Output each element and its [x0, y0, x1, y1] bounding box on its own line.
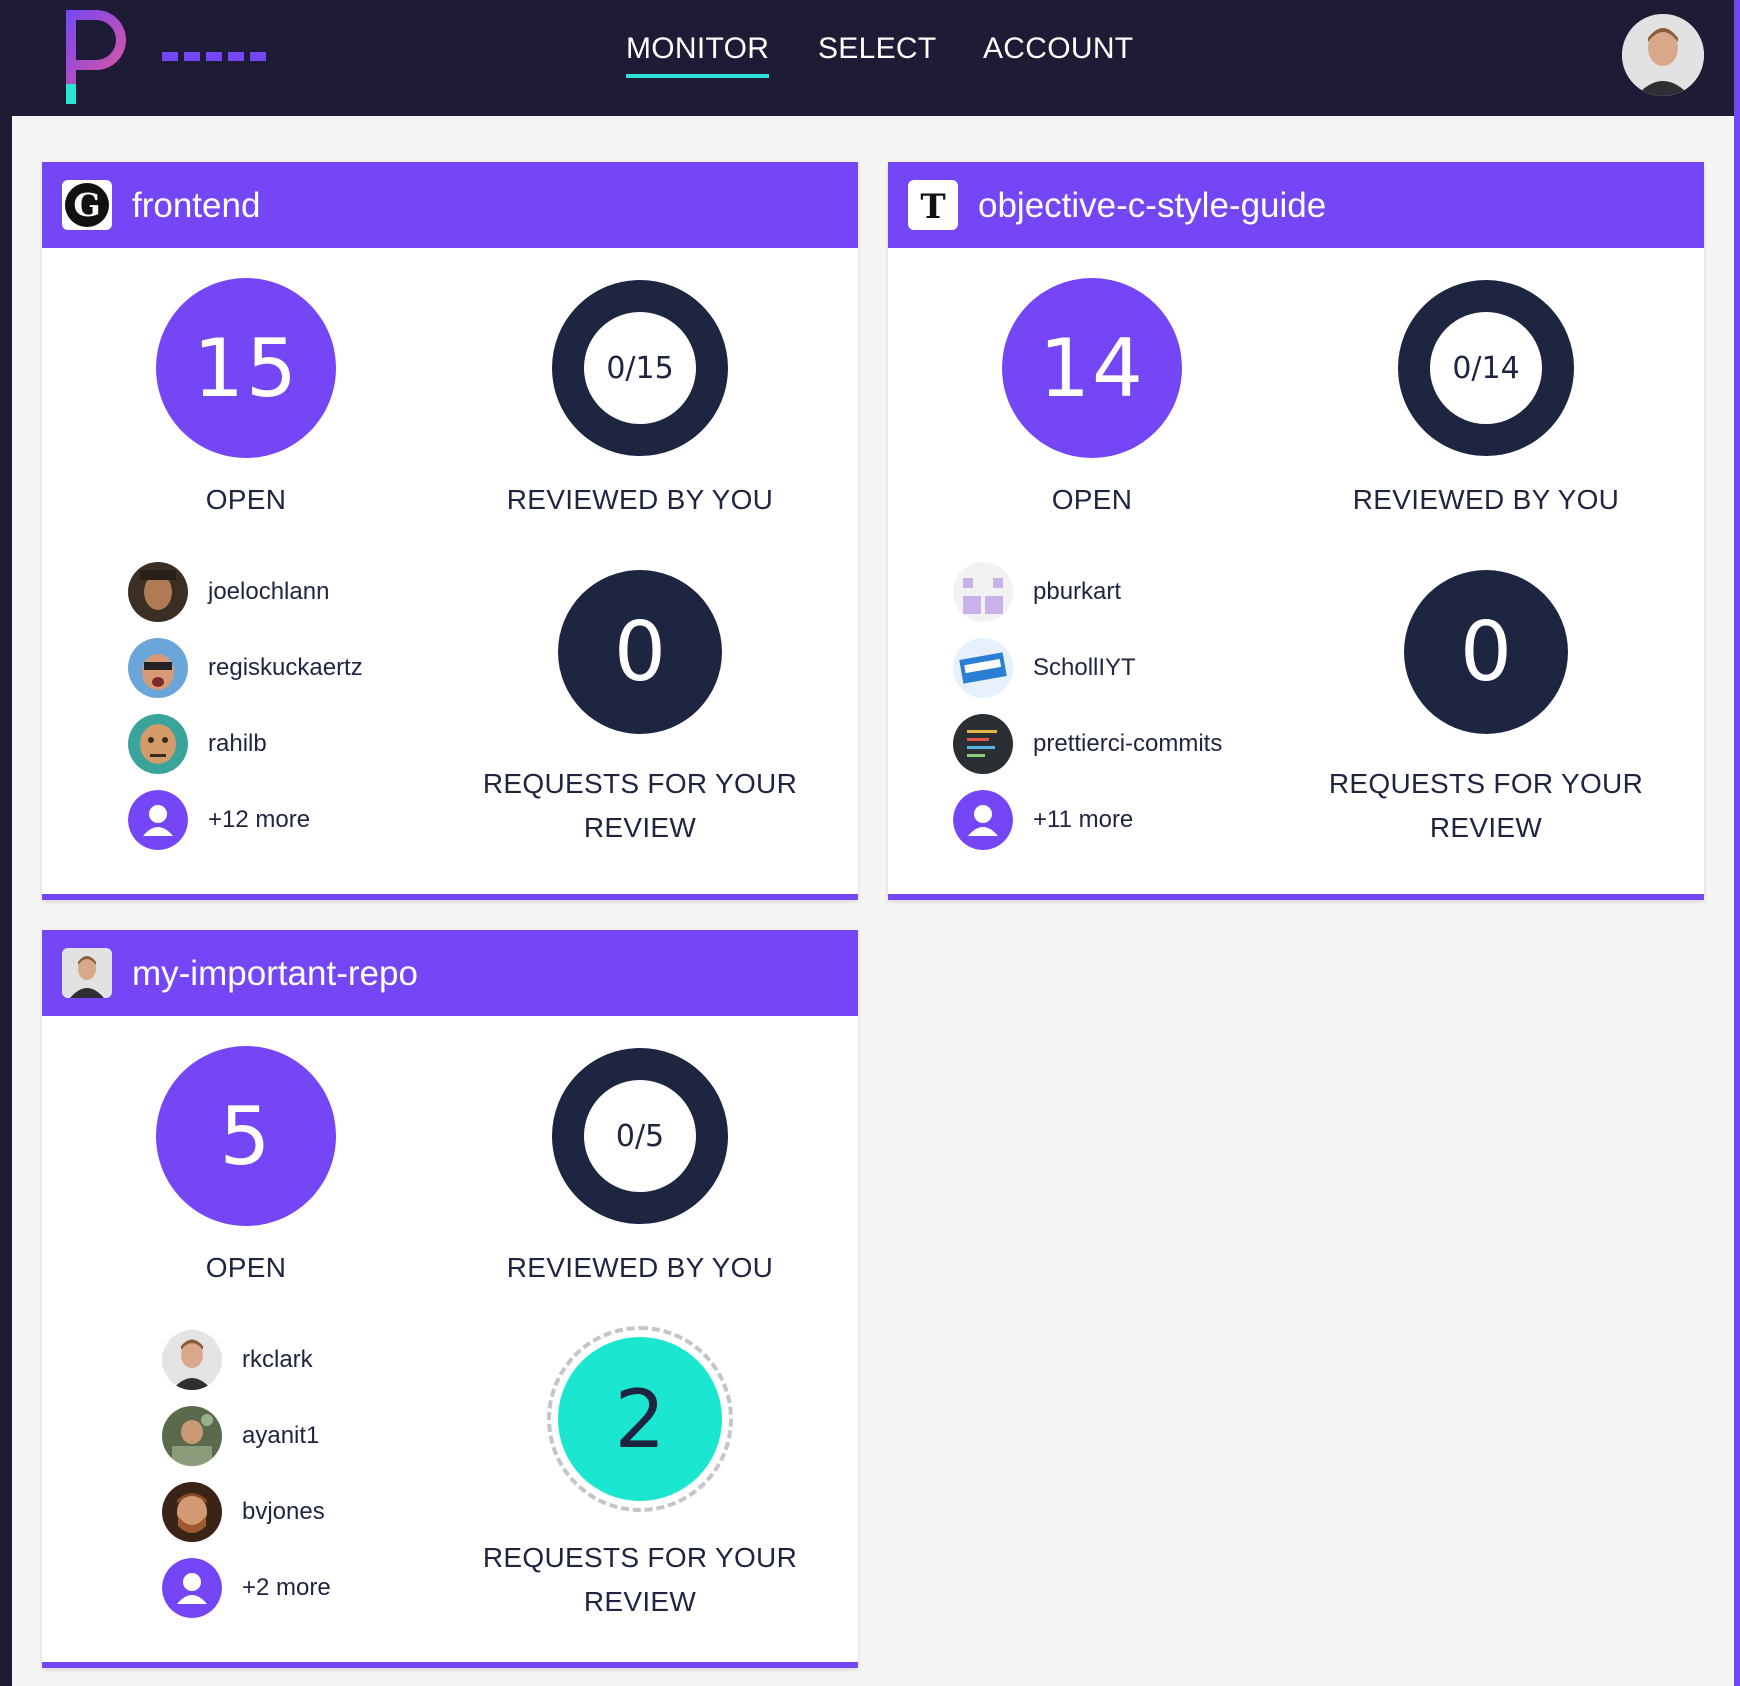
contributor-name: joelochlann [208, 578, 330, 605]
open-label: OPEN [1051, 484, 1133, 515]
open-count-circle[interactable]: 5 [156, 1046, 336, 1226]
reviewed-count: 0/5 [615, 1118, 665, 1154]
more-contributors-label: +11 more [1033, 806, 1134, 833]
svg-text:T: T [920, 187, 945, 227]
nav-account[interactable]: ACCOUNT [983, 32, 1134, 65]
contributor-avatar [128, 638, 188, 698]
right-frame-edge [1734, 0, 1740, 1686]
more-contributors[interactable]: +2 more [162, 1558, 331, 1618]
reviewed-count: 0/15 [606, 350, 674, 386]
contributor-item[interactable]: pburkart [953, 562, 1121, 622]
repo-card-header[interactable]: G frontend [42, 162, 858, 248]
repo-name: objective-c-style-guide [978, 186, 1327, 225]
contributor-name: rahilb [208, 730, 267, 757]
repo-card-frontend: G frontend 15 OPEN 0/15 REVIEWED BY YOU … [42, 162, 858, 900]
contributor-name: bvjones [242, 1498, 325, 1525]
contributor-name: SchollIYT [1033, 654, 1136, 681]
repo-card-header[interactable]: T objective-c-style-guide [888, 162, 1704, 248]
contributor-avatar [953, 638, 1013, 698]
more-contributors-label: +2 more [242, 1574, 331, 1601]
repo-card-objective-c-style-guide: T objective-c-style-guide 14 OPEN 0/14 R… [888, 162, 1704, 900]
requests-label: REQUESTS FOR YOUR REVIEW [482, 768, 798, 843]
contributor-item[interactable]: bvjones [162, 1482, 325, 1542]
repo-name: my-important-repo [132, 954, 418, 993]
contributor-name: pburkart [1033, 578, 1122, 605]
repo-owner-avatar-icon [62, 948, 112, 998]
requests-count-circle[interactable]: 2 [547, 1326, 733, 1512]
left-frame-edge [0, 116, 12, 1686]
reviewed-ring[interactable]: 0/14 [1398, 280, 1574, 456]
requests-count: 2 [558, 1337, 722, 1501]
contributor-item[interactable]: SchollIYT [953, 638, 1136, 698]
svg-text:G: G [73, 186, 100, 224]
contributor-avatar [953, 714, 1013, 774]
repo-card-header[interactable]: my-important-repo [42, 930, 858, 1016]
user-silhouette-icon [128, 790, 188, 850]
more-contributors[interactable]: +12 more [128, 790, 310, 850]
contributor-avatar [953, 562, 1013, 622]
contributor-avatar [128, 562, 188, 622]
contributor-avatar [162, 1482, 222, 1542]
user-silhouette-icon [953, 790, 1013, 850]
reviewed-label: REVIEWED BY YOU [506, 484, 774, 515]
contributor-item[interactable]: rahilb [128, 714, 267, 774]
more-contributors[interactable]: +11 more [953, 790, 1133, 850]
requests-count-circle[interactable]: 0 [558, 570, 722, 734]
logo-wordmark-placeholder [162, 52, 266, 61]
requests-count-circle[interactable]: 0 [1404, 570, 1568, 734]
pr-logo-icon[interactable] [62, 10, 136, 104]
contributor-name: rkclark [242, 1346, 313, 1373]
requests-label: REQUESTS FOR YOUR REVIEW [482, 1542, 798, 1617]
requests-label: REQUESTS FOR YOUR REVIEW [1328, 768, 1644, 843]
open-count-circle[interactable]: 14 [1002, 278, 1182, 458]
reviewed-label: REVIEWED BY YOU [1352, 484, 1620, 515]
open-count-circle[interactable]: 15 [156, 278, 336, 458]
reviewed-ring[interactable]: 0/15 [552, 280, 728, 456]
contributor-item[interactable]: regiskuckaertz [128, 638, 363, 698]
contributor-avatar [128, 714, 188, 774]
contributor-avatar [162, 1330, 222, 1390]
repo-name: frontend [132, 186, 261, 225]
top-nav-bar: MONITOR SELECT ACCOUNT [0, 0, 1740, 116]
more-contributors-label: +12 more [208, 806, 311, 833]
user-avatar[interactable] [1622, 14, 1704, 96]
nav-monitor[interactable]: MONITOR [626, 32, 770, 78]
contributor-name: prettierci-commits [1033, 730, 1223, 757]
nav-select[interactable]: SELECT [818, 32, 937, 65]
contributor-name: regiskuckaertz [208, 654, 363, 681]
contributor-item[interactable]: rkclark [162, 1330, 313, 1390]
reviewed-ring[interactable]: 0/5 [552, 1048, 728, 1224]
open-label: OPEN [205, 484, 287, 515]
nyt-logo-icon: T [908, 180, 958, 230]
guardian-logo-icon: G [62, 180, 112, 230]
repo-card-my-important-repo: my-important-repo 5 OPEN 0/5 REVIEWED BY… [42, 930, 858, 1668]
contributor-item[interactable]: ayanit1 [162, 1406, 319, 1466]
contributor-name: ayanit1 [242, 1422, 320, 1449]
reviewed-label: REVIEWED BY YOU [506, 1252, 774, 1283]
contributor-item[interactable]: prettierci-commits [953, 714, 1222, 774]
contributor-item[interactable]: joelochlann [128, 562, 329, 622]
user-silhouette-icon [162, 1558, 222, 1618]
reviewed-count: 0/14 [1452, 350, 1520, 386]
contributor-avatar [162, 1406, 222, 1466]
open-label: OPEN [205, 1252, 287, 1283]
